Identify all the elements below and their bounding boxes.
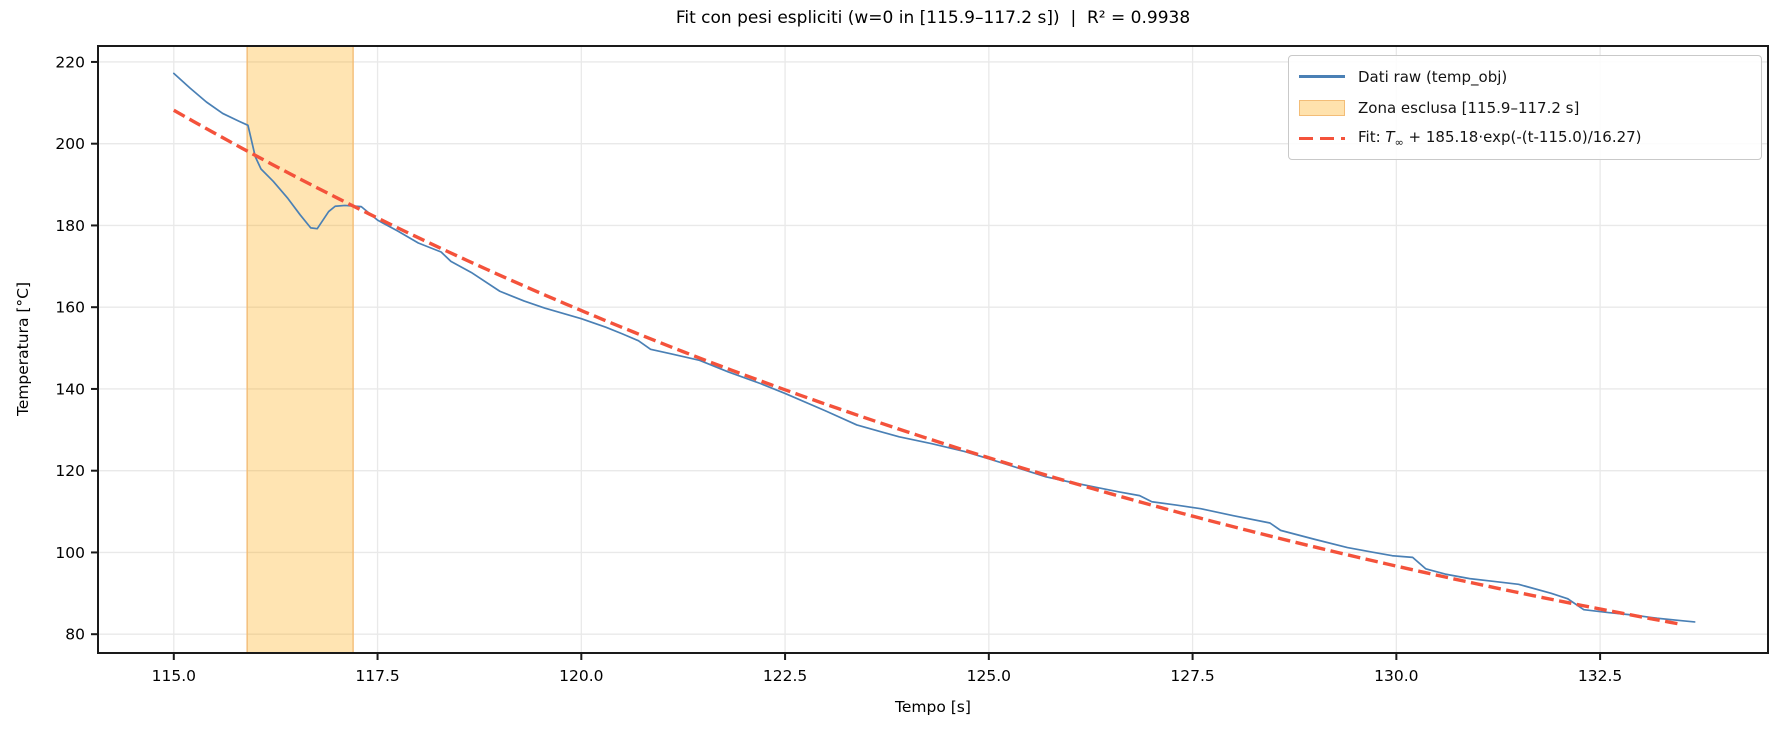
chart-title: Fit con pesi espliciti (w=0 in [115.9–11… xyxy=(675,8,1191,28)
x-tick-label: 115.0 xyxy=(152,667,196,685)
fit-label-prefix: Fit: xyxy=(1358,128,1386,146)
fit-label-symbol: T xyxy=(1385,128,1395,146)
excluded-zone-swatch xyxy=(1299,99,1345,116)
y-tick-label: 140 xyxy=(55,380,85,398)
legend-item-raw: Dati raw (temp_obj) xyxy=(1299,62,1751,91)
fit-label-subscript: ∞ xyxy=(1394,136,1404,149)
legend-label-fit: Fit: T∞ + 185.18·exp(-(t-115.0)/16.27) xyxy=(1358,128,1642,149)
x-tick-label: 122.5 xyxy=(763,667,807,685)
x-tick-label: 125.0 xyxy=(967,667,1011,685)
t-infinity-symbol: T∞ xyxy=(1385,128,1404,149)
fit-line-swatch xyxy=(1299,136,1345,141)
x-axis-label: Tempo [s] xyxy=(895,698,971,716)
legend-item-fit: Fit: T∞ + 185.18·exp(-(t-115.0)/16.27) xyxy=(1299,124,1751,153)
x-tick-label: 117.5 xyxy=(355,667,399,685)
y-axis-label: Temperatura [°C] xyxy=(14,281,32,417)
y-tick-label: 80 xyxy=(65,626,85,644)
x-tick-label: 132.5 xyxy=(1578,667,1622,685)
y-tick-label: 100 xyxy=(55,544,85,562)
axes-frame xyxy=(97,45,1769,654)
fit-label-rest: + 185.18·exp(-(t-115.0)/16.27) xyxy=(1403,128,1642,146)
raw-data-line xyxy=(172,72,1696,623)
legend-label-excluded-zone: Zona esclusa [115.9–117.2 s] xyxy=(1358,98,1580,117)
x-tick-label: 120.0 xyxy=(559,667,603,685)
legend-label-raw: Dati raw (temp_obj) xyxy=(1358,67,1508,86)
excluded-zone-band xyxy=(246,45,354,654)
raw-line-swatch xyxy=(1299,75,1345,78)
y-tick-label: 160 xyxy=(55,299,85,317)
y-tick-label: 180 xyxy=(55,217,85,235)
y-tick-label: 120 xyxy=(55,462,85,480)
x-tick-label: 127.5 xyxy=(1170,667,1214,685)
legend-item-excluded-zone: Zona esclusa [115.9–117.2 s] xyxy=(1299,93,1751,122)
y-tick-label: 220 xyxy=(55,53,85,71)
fit-line xyxy=(172,108,1681,626)
x-tick-label: 130.0 xyxy=(1374,667,1418,685)
legend: Dati raw (temp_obj) Zona esclusa [115.9–… xyxy=(1288,55,1762,160)
y-tick-label: 200 xyxy=(55,135,85,153)
